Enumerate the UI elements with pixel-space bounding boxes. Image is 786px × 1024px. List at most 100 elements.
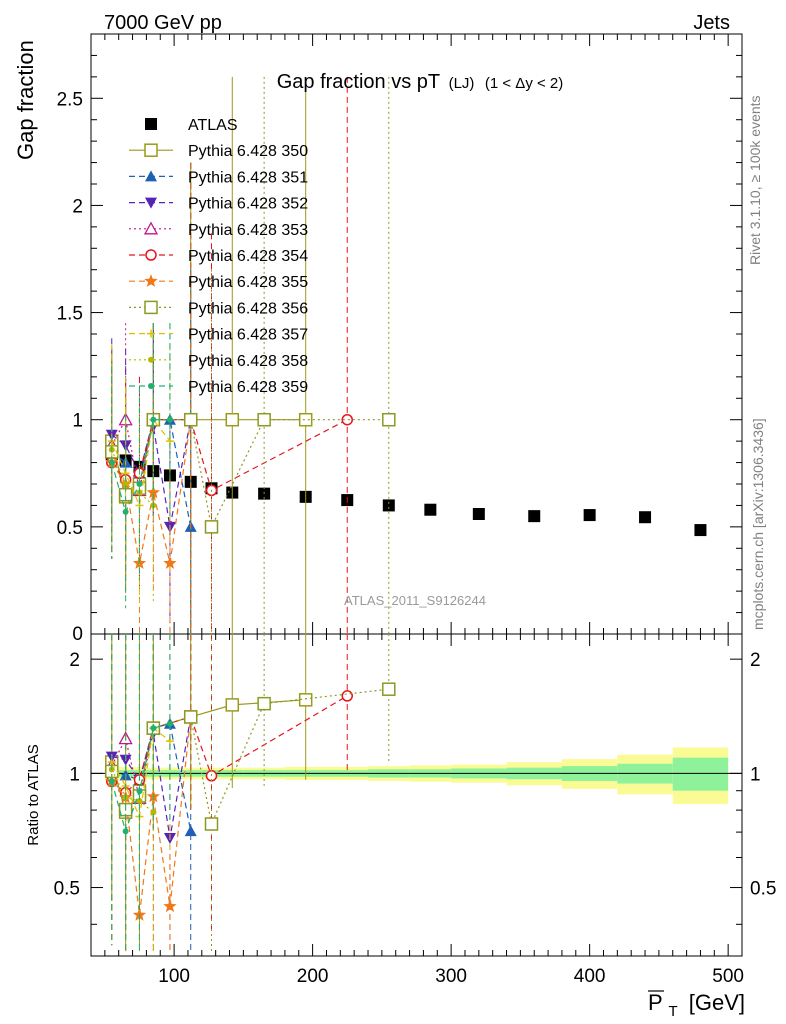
data-point xyxy=(225,412,240,427)
ratio-uncertainty-band xyxy=(91,747,742,805)
header-right: Jets xyxy=(693,12,730,34)
x-tick-label-500: 500 xyxy=(712,966,744,987)
legend-item-1: Pythia 6.428 350 xyxy=(129,143,308,160)
legend-marker xyxy=(148,356,154,363)
legend-item-7: Pythia 6.428 356 xyxy=(129,300,308,317)
chart-title-sub: (LJ) xyxy=(449,75,475,92)
data-point xyxy=(639,511,652,524)
rivet-version-label: Rivet 3.1.10, ≥ 100k events xyxy=(747,95,763,265)
legend-item-5: Pythia 6.428 354 xyxy=(129,248,308,265)
legend-marker xyxy=(145,118,157,130)
chart-title-range: (1 < Δy < 2) xyxy=(485,75,563,92)
y-tick-label-2.5: 2.5 xyxy=(57,89,83,110)
data-point xyxy=(166,416,173,423)
legend-item-2: Pythia 6.428 351 xyxy=(129,169,308,186)
x-tick-label-400: 400 xyxy=(574,966,606,987)
series-2 xyxy=(105,269,197,952)
data-point xyxy=(146,485,160,499)
data-point xyxy=(108,459,115,466)
legend-label-7: Pythia 6.428 356 xyxy=(188,300,308,317)
data-point xyxy=(204,520,219,534)
legend-marker xyxy=(144,274,158,287)
series-layer xyxy=(104,76,707,952)
legend-item-10: Pythia 6.428 359 xyxy=(129,379,308,396)
data-point xyxy=(382,499,395,512)
legend-item-0: ATLAS xyxy=(145,117,238,134)
x-tick-label-200: 200 xyxy=(297,966,329,987)
data-point xyxy=(257,412,271,427)
y-tick-label-0.5: 0.5 xyxy=(57,518,83,539)
band-inner-17 xyxy=(672,757,729,791)
ratio-y-tick-label-right-2: 2 xyxy=(750,650,761,671)
ratio-marker xyxy=(122,828,129,835)
chart-title: Gap fraction vs pT (LJ) (1 < Δy < 2) xyxy=(277,71,564,93)
ratio-marker xyxy=(183,710,198,724)
ratio-panel-frame xyxy=(90,633,743,957)
ratio-marker xyxy=(150,725,157,732)
x-axis-label-main: P xyxy=(648,990,662,1015)
ratio-marker xyxy=(298,693,313,707)
legend-marker xyxy=(144,300,158,315)
legend-label-4: Pythia 6.428 353 xyxy=(188,222,308,239)
mcplots-label: mcplots.cern.ch [arXiv:1306.3436] xyxy=(750,418,766,630)
ratio-marker xyxy=(341,690,353,702)
legend-marker xyxy=(145,197,157,209)
ratio-y-tick-label-0.5: 0.5 xyxy=(54,879,80,900)
data-point xyxy=(694,524,707,537)
ratio-marker xyxy=(184,825,197,837)
x-axis-label-unit: [GeV] xyxy=(689,990,745,1015)
legend-item-9: Pythia 6.428 358 xyxy=(129,353,308,370)
analysis-watermark: ATLAS_2011_S9126244 xyxy=(344,593,486,608)
legend-label-1: Pythia 6.428 350 xyxy=(188,143,308,160)
series-line-9 xyxy=(111,449,154,506)
legend-marker xyxy=(148,383,154,389)
legend-label-3: Pythia 6.428 352 xyxy=(188,196,308,213)
data-point xyxy=(183,412,198,427)
data-point xyxy=(163,556,177,569)
series-ratio-line-7 xyxy=(111,688,389,827)
y-axis-label: Gap fraction xyxy=(13,40,38,160)
legend-item-6: Pythia 6.428 355 xyxy=(129,274,308,291)
data-point xyxy=(122,508,129,515)
header-left: 7000 GeV pp xyxy=(104,12,222,34)
ratio-y-tick-label-2: 2 xyxy=(69,650,80,671)
legend-label-2: Pythia 6.428 351 xyxy=(188,169,308,186)
x-tick-label-100: 100 xyxy=(158,966,190,987)
series-10 xyxy=(108,323,173,952)
series-ratio-line-6 xyxy=(111,716,192,916)
axes: 100 200 300 400 500 0.5 1 1.5 2 2.5 0 0.5 0.5 1 1 2 2 xyxy=(54,34,776,987)
ratio-marker xyxy=(225,698,240,712)
legend-label-9: Pythia 6.428 358 xyxy=(188,353,308,370)
legend-marker xyxy=(145,170,157,182)
data-point xyxy=(150,416,157,423)
ratio-marker xyxy=(257,696,271,711)
ratio-marker xyxy=(163,899,177,913)
series-8 xyxy=(107,323,174,952)
data-point xyxy=(472,508,485,520)
data-point xyxy=(341,413,353,426)
legend-marker xyxy=(143,221,159,235)
ratio-y-tick-label-right-1: 1 xyxy=(750,764,761,785)
ratio-marker xyxy=(108,778,115,785)
legend-marker xyxy=(147,329,155,338)
legend: ATLAS Pythia 6.428 350 Pythia 6.428 351 Pyt… xyxy=(129,117,308,396)
legend-marker xyxy=(145,249,157,261)
y-tick-label-1.5: 1.5 xyxy=(57,304,83,325)
data-point xyxy=(122,481,129,487)
ratio-y-axis-label: Ratio to ATLAS xyxy=(25,744,42,845)
series-line-7 xyxy=(111,419,389,529)
data-point xyxy=(528,510,541,523)
legend-label-8: Pythia 6.428 357 xyxy=(188,327,308,344)
data-point xyxy=(424,503,437,516)
series-ratio-line-9 xyxy=(111,769,154,813)
ratio-marker xyxy=(204,817,219,831)
ratio-marker xyxy=(166,720,173,727)
x-axis-label: P T [GeV] xyxy=(648,990,745,1021)
series-ratio-line-4 xyxy=(111,727,154,799)
legend-item-3: Pythia 6.428 352 xyxy=(129,196,308,213)
ratio-marker xyxy=(136,797,143,804)
series-line-6 xyxy=(111,419,192,564)
legend-label-5: Pythia 6.428 354 xyxy=(188,248,308,265)
legend-item-4: Pythia 6.428 353 xyxy=(129,221,308,239)
